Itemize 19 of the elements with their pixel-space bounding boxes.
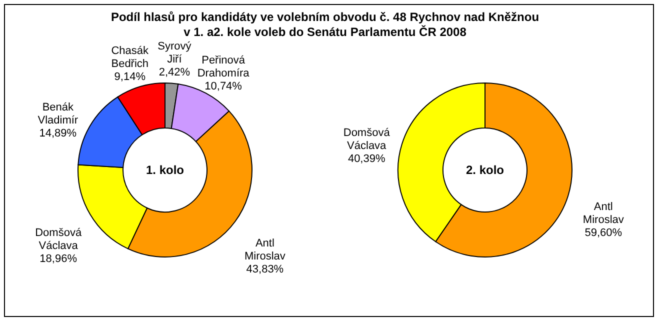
data-label: 43,83% bbox=[246, 263, 284, 276]
slice-label: Antl Miroslav bbox=[582, 200, 624, 226]
text: 2. kolo bbox=[466, 163, 504, 177]
data-label: 18,96% bbox=[40, 253, 78, 266]
data-label: 59,60% bbox=[584, 226, 622, 239]
slice-label: Domšová Václava bbox=[35, 227, 82, 252]
slice-label: Antl Miroslav bbox=[244, 237, 286, 262]
data-label: 10,74% bbox=[204, 80, 242, 93]
text: Podíl hlasů pro kandidáty ve volebním obvodu č. 48 Rychnov nad Kněžnou v 1. a2. kole voleb do Senátu Parlamentu ČR 2008 bbox=[110, 10, 540, 39]
slice-label: Domšová Václava bbox=[343, 127, 391, 152]
slice-label: Peřinová Drahomíra bbox=[197, 54, 250, 80]
text: 1. kolo bbox=[146, 163, 184, 177]
data-label: 2,42% bbox=[158, 66, 190, 78]
data-label: 14,89% bbox=[39, 127, 77, 140]
slice-label: Benák Vladimír bbox=[38, 101, 78, 126]
data-label: 9,14% bbox=[114, 71, 146, 84]
slice-label: Syrový Jiří bbox=[158, 40, 192, 66]
data-label: 40,39% bbox=[348, 153, 386, 166]
slice-label: Chasák Bedřich bbox=[111, 45, 150, 70]
